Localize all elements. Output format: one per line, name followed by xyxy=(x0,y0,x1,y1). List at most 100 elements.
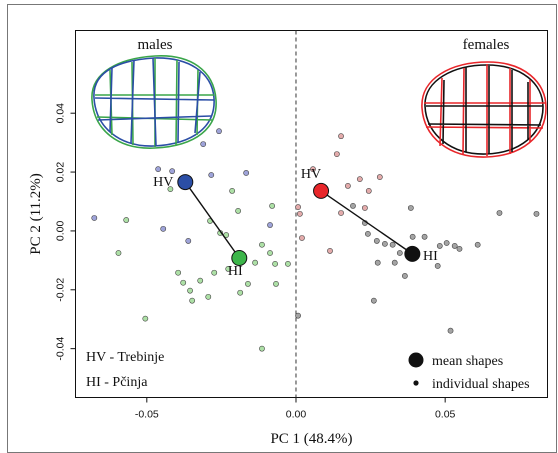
mean-point xyxy=(231,249,248,266)
individual-point xyxy=(362,205,368,211)
individual-point xyxy=(310,166,316,173)
group-key: HI - Pčinja xyxy=(86,375,148,390)
individual-point xyxy=(273,280,279,287)
individual-point xyxy=(333,151,340,158)
female-shell xyxy=(421,61,547,158)
legend-label: individual shapes xyxy=(432,377,530,392)
y-tick-label: 0.02 xyxy=(55,162,67,183)
individual-point xyxy=(364,230,371,237)
individual-point xyxy=(180,279,187,286)
individual-point xyxy=(123,217,130,223)
mean-label: HV xyxy=(301,167,321,182)
mean-point xyxy=(177,174,194,191)
individual-point xyxy=(211,269,218,276)
individual-point xyxy=(169,168,176,175)
male-shell xyxy=(91,55,217,149)
legend-label: mean shapes xyxy=(432,354,503,369)
individual-point xyxy=(296,210,303,217)
individual-point xyxy=(200,141,207,148)
individual-point xyxy=(285,260,291,267)
individual-point xyxy=(229,187,236,194)
individual-point xyxy=(370,297,377,304)
individual-point xyxy=(115,250,122,256)
individual-point xyxy=(447,327,454,334)
individual-point xyxy=(216,128,222,135)
individual-point xyxy=(365,187,372,194)
x-tick-label: 0.00 xyxy=(286,409,307,421)
individual-point xyxy=(496,210,503,216)
individual-point xyxy=(295,312,301,319)
individual-point xyxy=(208,172,215,178)
individual-point xyxy=(407,205,414,211)
individual-point xyxy=(237,289,244,296)
individual-point xyxy=(252,259,259,266)
individual-point xyxy=(389,241,396,248)
individual-point xyxy=(235,208,242,214)
individual-point xyxy=(434,263,441,269)
mean-point xyxy=(313,182,330,199)
individual-point xyxy=(259,241,265,248)
mean-label: HI xyxy=(228,264,243,279)
y-axis-label: PC 2 (11.2%) xyxy=(28,173,44,255)
individual-point xyxy=(205,293,212,300)
individual-point xyxy=(225,265,232,272)
legend-marker xyxy=(413,380,419,386)
individual-point xyxy=(269,203,276,209)
individual-point xyxy=(474,241,481,248)
legend-marker xyxy=(408,352,424,368)
individual-point xyxy=(401,273,408,279)
individual-point xyxy=(381,240,388,247)
individual-point xyxy=(391,259,398,266)
annotation: males xyxy=(138,37,173,53)
y-tick-label: 0.04 xyxy=(55,103,67,124)
individual-point xyxy=(185,238,192,244)
individual-point xyxy=(456,245,463,252)
mean-label: HV xyxy=(153,175,173,190)
annotation: females xyxy=(463,37,510,53)
individual-point xyxy=(160,225,167,232)
individual-point xyxy=(344,182,351,189)
individual-point xyxy=(267,222,273,228)
individual-point xyxy=(451,243,458,249)
x-axis-label: PC 1 (48.4%) xyxy=(270,431,352,447)
individual-point xyxy=(356,176,363,183)
individual-point xyxy=(197,277,204,284)
individual-point xyxy=(155,166,162,173)
individual-point xyxy=(396,250,403,256)
individual-point xyxy=(299,235,305,241)
mean-connector xyxy=(184,181,240,259)
individual-point xyxy=(189,297,196,304)
individual-point xyxy=(338,133,344,140)
individual-point xyxy=(373,238,380,244)
individual-point xyxy=(91,215,98,221)
individual-point xyxy=(243,170,250,176)
y-tick-label: -0.02 xyxy=(55,278,67,302)
mean-label: HI xyxy=(423,249,438,264)
individual-point xyxy=(272,260,279,267)
individual-point xyxy=(142,315,149,322)
individual-point xyxy=(533,210,540,217)
individual-point xyxy=(338,210,344,216)
individual-point xyxy=(350,203,356,209)
individual-point xyxy=(175,269,182,276)
mean-point xyxy=(404,245,421,262)
mean-connector xyxy=(320,190,413,255)
individual-point xyxy=(421,233,428,240)
x-tick-label: 0.05 xyxy=(435,409,456,421)
individual-point xyxy=(245,280,251,287)
plot-box xyxy=(75,30,548,398)
individual-point xyxy=(259,345,265,352)
individual-point xyxy=(267,250,273,256)
y-tick-label: 0.00 xyxy=(55,221,67,242)
individual-point xyxy=(187,287,193,294)
individual-point xyxy=(374,259,381,266)
x-tick-label: -0.05 xyxy=(135,409,159,421)
individual-point xyxy=(436,243,443,249)
group-key: HV - Trebinje xyxy=(86,350,164,365)
individual-point xyxy=(409,233,416,240)
y-tick-label: -0.04 xyxy=(55,337,67,361)
individual-point xyxy=(443,240,450,246)
individual-point xyxy=(327,248,333,254)
